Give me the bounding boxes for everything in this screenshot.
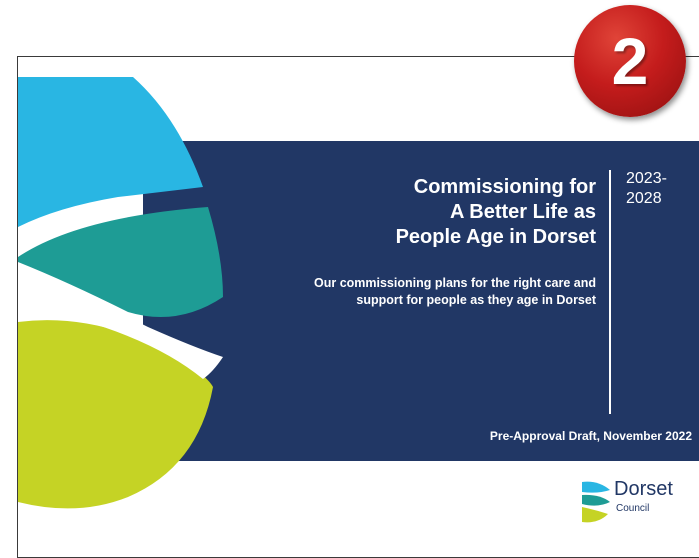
logo-subtitle: Council <box>616 503 650 514</box>
dorset-council-logo: Dorset Council <box>580 478 699 526</box>
document-title: Commissioning for A Better Life as Peopl… <box>395 176 596 248</box>
logo-name: Dorset <box>614 478 673 500</box>
date-range: 2023- 2028 <box>626 170 667 207</box>
title-divider <box>609 170 611 414</box>
dorset-logo-icon <box>582 481 610 523</box>
document-subtitle: Our commissioning plans for the right ca… <box>314 276 596 307</box>
page-number-badge: 2 <box>574 5 686 117</box>
lime-segment <box>18 320 213 509</box>
white-wedge <box>18 275 223 379</box>
title-banner <box>143 141 699 461</box>
draft-note: Pre-Approval Draft, November 2022 <box>489 429 692 443</box>
slide-frame: Commissioning for A Better Life as Peopl… <box>17 56 699 558</box>
decorative-circle-art <box>18 77 223 509</box>
teal-segment <box>18 207 223 317</box>
cyan-segment <box>18 77 203 227</box>
badge-number: 2 <box>611 24 649 98</box>
